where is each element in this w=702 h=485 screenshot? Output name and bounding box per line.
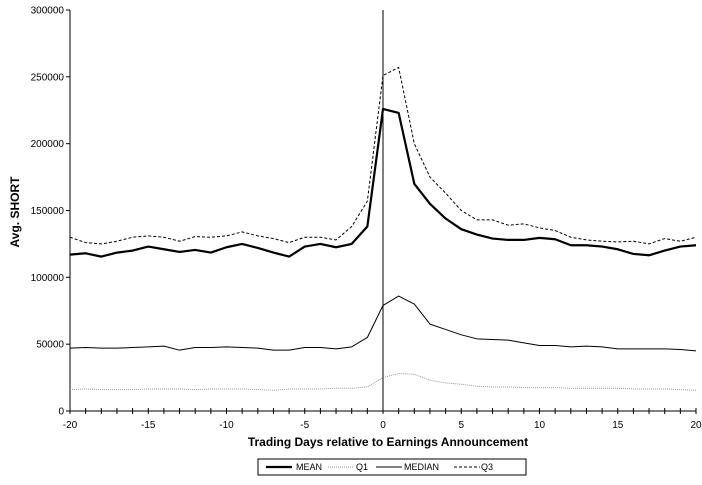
y-tick-label: 50000: [36, 340, 64, 351]
y-tick-label: 0: [58, 407, 64, 418]
y-tick-label: 250000: [31, 72, 65, 83]
legend-label-median: MEDIAN: [404, 462, 439, 472]
x-tick-label: 10: [534, 420, 546, 431]
series-line-mean: [69, 107, 697, 258]
x-tick-label: 15: [612, 420, 624, 431]
axes-layer: 0 50000 100000 150000 200000 250000 300000 -20 -…: [31, 6, 702, 432]
series-line-q3: [69, 66, 697, 245]
x-tick-label: 0: [380, 420, 386, 431]
legend-label-q1: Q1: [356, 462, 368, 472]
x-tick-label: -15: [141, 420, 156, 431]
series-layer: [69, 66, 697, 391]
y-tick-label: 200000: [31, 139, 65, 150]
legend: MEAN Q1 MEDIAN Q3: [257, 458, 527, 476]
x-tick-label: -20: [63, 420, 78, 431]
series-line-q1: [69, 373, 697, 391]
series-line-median: [69, 295, 697, 352]
x-tick-label: -10: [219, 420, 234, 431]
x-tick-label: -5: [300, 420, 309, 431]
legend-label-mean: MEAN: [296, 462, 322, 472]
y-axis-title: Avg. SHORT: [8, 176, 22, 248]
y-tick-label: 100000: [31, 273, 65, 284]
x-axis-title: Trading Days relative to Earnings Announ…: [248, 435, 528, 449]
x-tick-label: 5: [458, 420, 464, 431]
x-tick-label: 20: [690, 420, 702, 431]
y-tick-label: 300000: [31, 6, 65, 17]
legend-label-q3: Q3: [481, 462, 493, 472]
y-tick-label: 150000: [31, 206, 65, 217]
